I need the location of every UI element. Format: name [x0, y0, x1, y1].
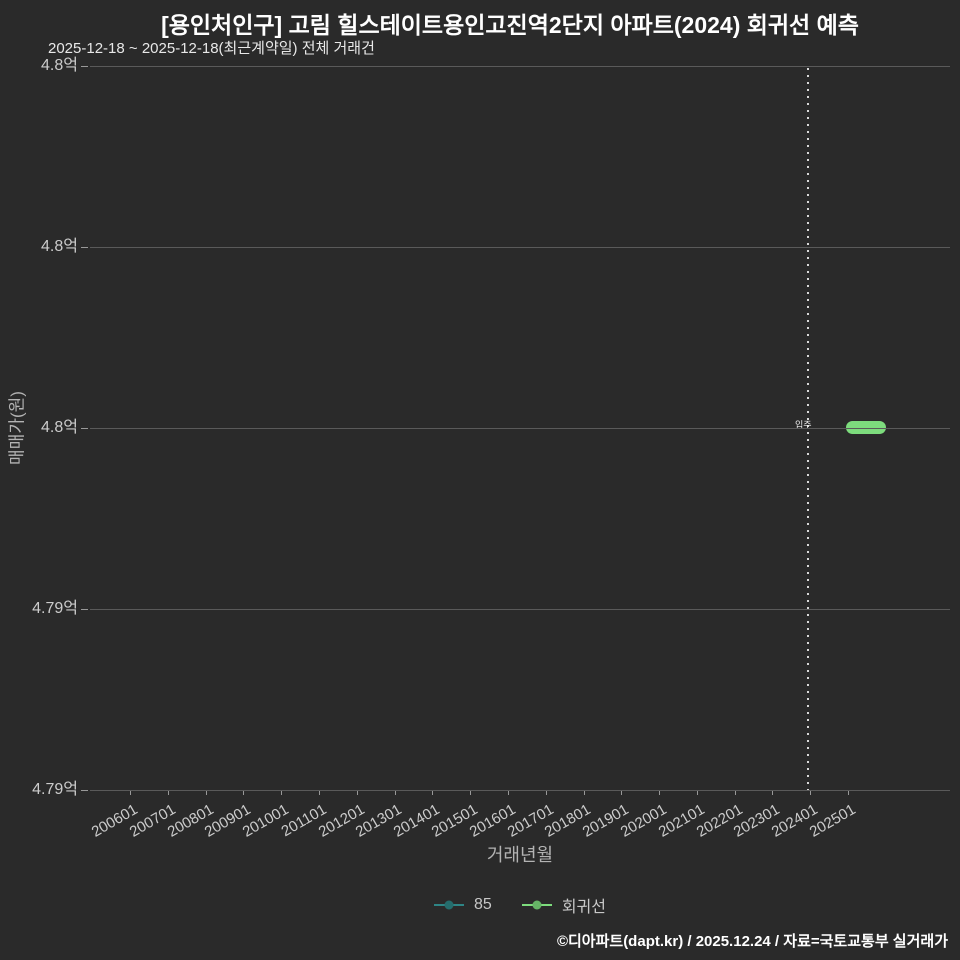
- gridline: [90, 66, 950, 67]
- legend-line-dot-marker-icon: [434, 900, 465, 910]
- y-tick-mark: [81, 247, 88, 248]
- x-tick-mark: [167, 791, 169, 795]
- regression-line-segment[interactable]: [846, 421, 886, 434]
- x-tick-mark: [318, 791, 320, 795]
- x-tick-mark: [507, 791, 509, 795]
- y-tick-mark: [81, 66, 88, 67]
- x-tick-mark: [356, 791, 358, 795]
- x-tick-mark: [696, 791, 698, 795]
- y-tick-mark: [81, 790, 88, 791]
- y-tick-mark: [81, 428, 88, 429]
- attribution-footer: ©디아파트(dapt.kr) / 2025.12.24 / 자료=국토교통부 실…: [556, 933, 948, 950]
- chart-title: [용인처인구] 고림 힐스테이트용인고진역2단지 아파트(2024) 회귀선 예…: [161, 12, 859, 38]
- y-tick-label: 4.8억: [41, 419, 78, 436]
- x-tick-mark: [545, 791, 547, 795]
- x-tick-mark: [734, 791, 736, 795]
- x-tick-mark: [621, 791, 623, 795]
- gridline: [90, 247, 950, 248]
- x-tick-mark: [810, 791, 812, 795]
- x-tick-mark: [470, 791, 472, 795]
- legend-line-dot-marker-icon: [521, 900, 552, 910]
- gridline: [90, 790, 950, 791]
- x-tick-mark: [659, 791, 661, 795]
- legend-item-85[interactable]: 85: [434, 896, 492, 914]
- x-axis-title: 거래년월: [486, 845, 554, 865]
- y-tick-label: 4.79억: [32, 600, 78, 617]
- x-tick-mark: [394, 791, 396, 795]
- y-tick-label: 4.8억: [41, 57, 78, 74]
- x-tick-mark: [583, 791, 585, 795]
- x-tick-mark: [281, 791, 283, 795]
- gridline: [90, 428, 950, 429]
- legend-label-85: 85: [474, 896, 492, 913]
- x-tick-mark: [130, 791, 131, 795]
- x-tick-mark: [243, 791, 245, 795]
- x-tick-mark: [772, 791, 774, 795]
- legend-label-regression: 회귀선: [561, 899, 606, 916]
- y-tick-mark: [81, 609, 88, 610]
- gridline: [90, 609, 950, 610]
- x-tick-mark: [205, 791, 207, 795]
- legend-item-regression[interactable]: 회귀선: [521, 893, 606, 917]
- x-tick-mark: [432, 791, 434, 795]
- plot-area: 입주 4.8억 4.8억 4.8억 4.79억 4.79억 200601 200701 200…: [32, 57, 950, 841]
- y-tick-label: 4.79억: [32, 781, 78, 798]
- chart-subtitle: 2025-12-18 ~ 2025-12-18(최근계약일) 전체 거래건: [48, 40, 375, 57]
- move-in-annotation-label: 입주: [795, 420, 812, 430]
- move-in-dotted-line: [807, 68, 809, 790]
- x-tick-mark: [848, 791, 849, 795]
- legend: 85 회귀선: [90, 893, 950, 917]
- y-tick-label: 4.8억: [41, 238, 78, 255]
